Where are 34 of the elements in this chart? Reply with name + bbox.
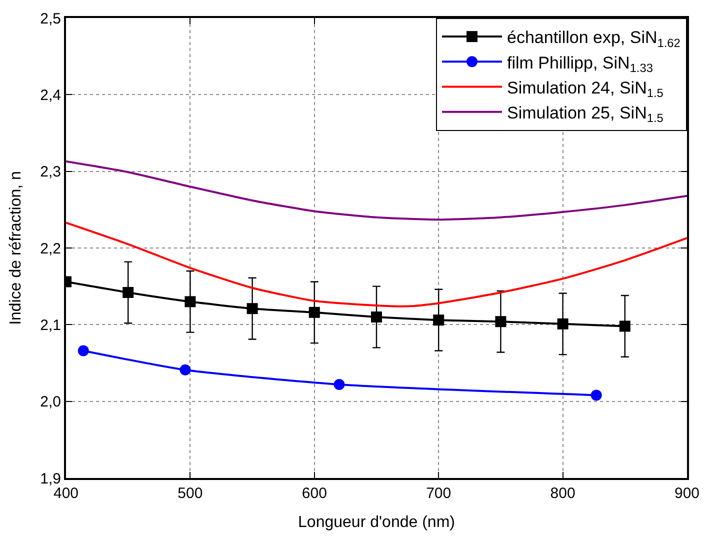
legend-label: Simulation 25, SiN$_{1.5}$ <box>507 103 664 126</box>
legend-label: film Phillipp, SiN$_{1.33}$ <box>507 53 654 75</box>
point <box>246 303 258 314</box>
y-tick-label: 2,5 <box>40 10 61 28</box>
x-tick-label: 900 <box>674 485 700 502</box>
y-tick-label: 2,0 <box>40 394 61 411</box>
x-tick-label: 800 <box>550 485 576 502</box>
point <box>184 296 196 308</box>
point <box>308 306 320 318</box>
legend-label: Simulation 24, SiN$_{1.5}$ <box>507 78 664 100</box>
point <box>78 345 89 356</box>
point <box>180 364 191 376</box>
line-series <box>66 222 687 308</box>
x-tick-label: 600 <box>302 485 327 502</box>
x-axis-title: Longueur d'onde (nm) <box>298 514 455 532</box>
y-tick-label: 2,3 <box>40 164 61 181</box>
point <box>619 320 630 332</box>
point <box>433 314 444 326</box>
x-tick-label: 500 <box>178 485 203 502</box>
y-tick-label: 2,2 <box>40 240 61 258</box>
y-tick-label: 2,4 <box>40 86 61 104</box>
x-tick-label: 400 <box>53 485 79 502</box>
y-axis-title: Indice de réfraction, n <box>8 171 25 325</box>
point <box>371 312 382 322</box>
point <box>495 316 506 328</box>
line-series <box>66 160 687 221</box>
point <box>334 378 345 390</box>
legend-label: échantillon exp, SiN$_{1.62}$ <box>507 28 681 50</box>
x-tick-label: 700 <box>426 485 452 502</box>
y-tick-label: 2,1 <box>40 316 61 334</box>
y-tick-label: 1,9 <box>40 470 61 488</box>
point <box>122 286 134 298</box>
point <box>590 390 602 401</box>
point <box>557 318 568 330</box>
